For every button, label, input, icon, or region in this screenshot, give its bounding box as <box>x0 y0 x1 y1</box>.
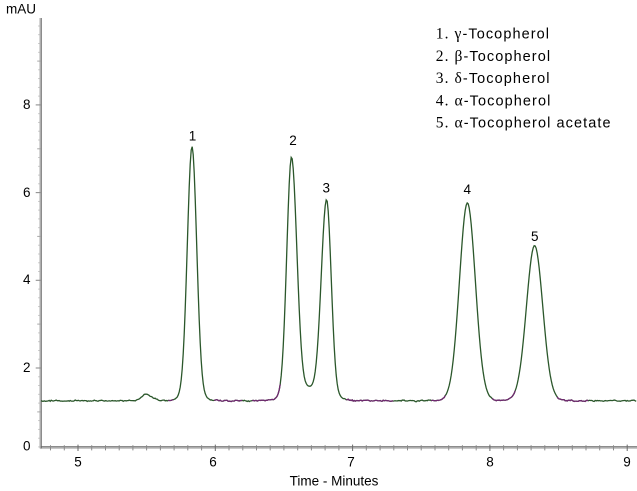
svg-text:6: 6 <box>209 455 217 470</box>
svg-text:7: 7 <box>347 455 355 470</box>
svg-text:2: 2 <box>289 133 297 148</box>
svg-text:4. α-Tocopherol: 4. α-Tocopherol <box>436 92 552 109</box>
svg-text:mAU: mAU <box>6 2 36 17</box>
svg-text:3. δ-Tocopherol: 3. δ-Tocopherol <box>436 70 551 87</box>
svg-text:5: 5 <box>74 455 82 470</box>
svg-text:5: 5 <box>531 229 539 244</box>
svg-text:1. γ-Tocopherol: 1. γ-Tocopherol <box>436 26 550 43</box>
svg-text:4: 4 <box>23 272 31 287</box>
svg-text:9: 9 <box>623 455 631 470</box>
svg-text:5. α-Tocopherol acetate: 5. α-Tocopherol acetate <box>436 115 612 132</box>
svg-text:1: 1 <box>189 129 197 144</box>
svg-text:3: 3 <box>323 181 331 196</box>
svg-text:2: 2 <box>23 360 31 375</box>
svg-text:8: 8 <box>23 97 31 112</box>
svg-text:2. β-Tocopherol: 2. β-Tocopherol <box>436 48 551 65</box>
svg-text:4: 4 <box>464 182 472 197</box>
svg-text:8: 8 <box>486 455 494 470</box>
svg-text:Time - Minutes: Time - Minutes <box>290 474 379 489</box>
svg-text:6: 6 <box>23 185 31 200</box>
svg-text:0: 0 <box>23 439 31 454</box>
